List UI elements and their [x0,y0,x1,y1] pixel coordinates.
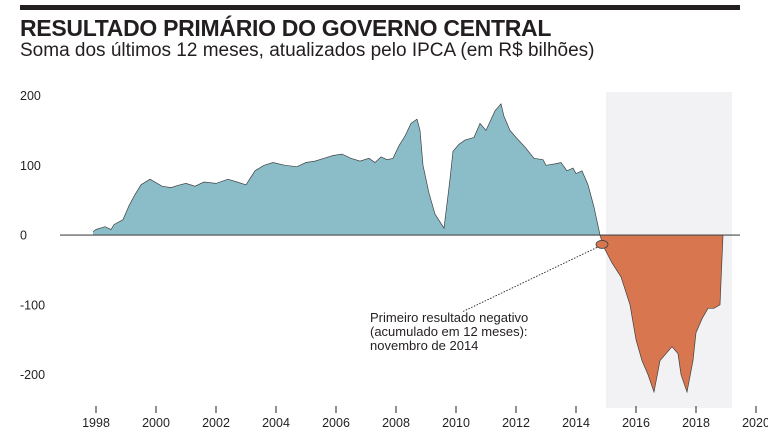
x-tick-label: 2016 [622,416,650,430]
x-tick-label: 2002 [202,416,230,430]
y-tick-label: 100 [20,159,41,173]
negative-area [93,235,723,392]
x-tick-label: 2008 [382,416,410,430]
annotation-text-line: Primeiro resultado negativo [370,310,528,325]
y-tick-label: -100 [20,298,45,312]
x-tick-label: 2018 [682,416,710,430]
y-tick-label: -200 [20,368,45,382]
y-tick-label: 0 [20,229,27,243]
annotation-text-line: (acumulado em 12 meses): [370,324,528,339]
x-tick-label: 2006 [322,416,350,430]
annotation-text-line: novembro de 2014 [370,338,478,353]
x-tick-label: 2010 [442,416,470,430]
y-tick-label: 200 [20,89,41,103]
x-tick-label: 2000 [142,416,170,430]
x-tick-label: 2014 [562,416,590,430]
annotation-layer: Primeiro resultado negativo(acumulado em… [370,240,609,353]
x-tick-label: 2012 [502,416,530,430]
chart-title: RESULTADO PRIMÁRIO DO GOVERNO CENTRAL [20,15,552,41]
axis-layer [60,234,757,413]
x-tick-label: 2020 [742,416,768,430]
label-layer: 1998 2000 2002 2004 2006 2008 2010 2012 2014 2016… [20,89,768,430]
positive-area [93,103,723,236]
annotation-leader [461,247,598,313]
x-tick-label: 2004 [262,416,290,430]
x-tick-label: 1998 [82,416,110,430]
top-rule [20,5,740,10]
chart-subtitle: Soma dos últimos 12 meses, atualizados p… [20,40,595,61]
annotation-marker [595,240,609,249]
